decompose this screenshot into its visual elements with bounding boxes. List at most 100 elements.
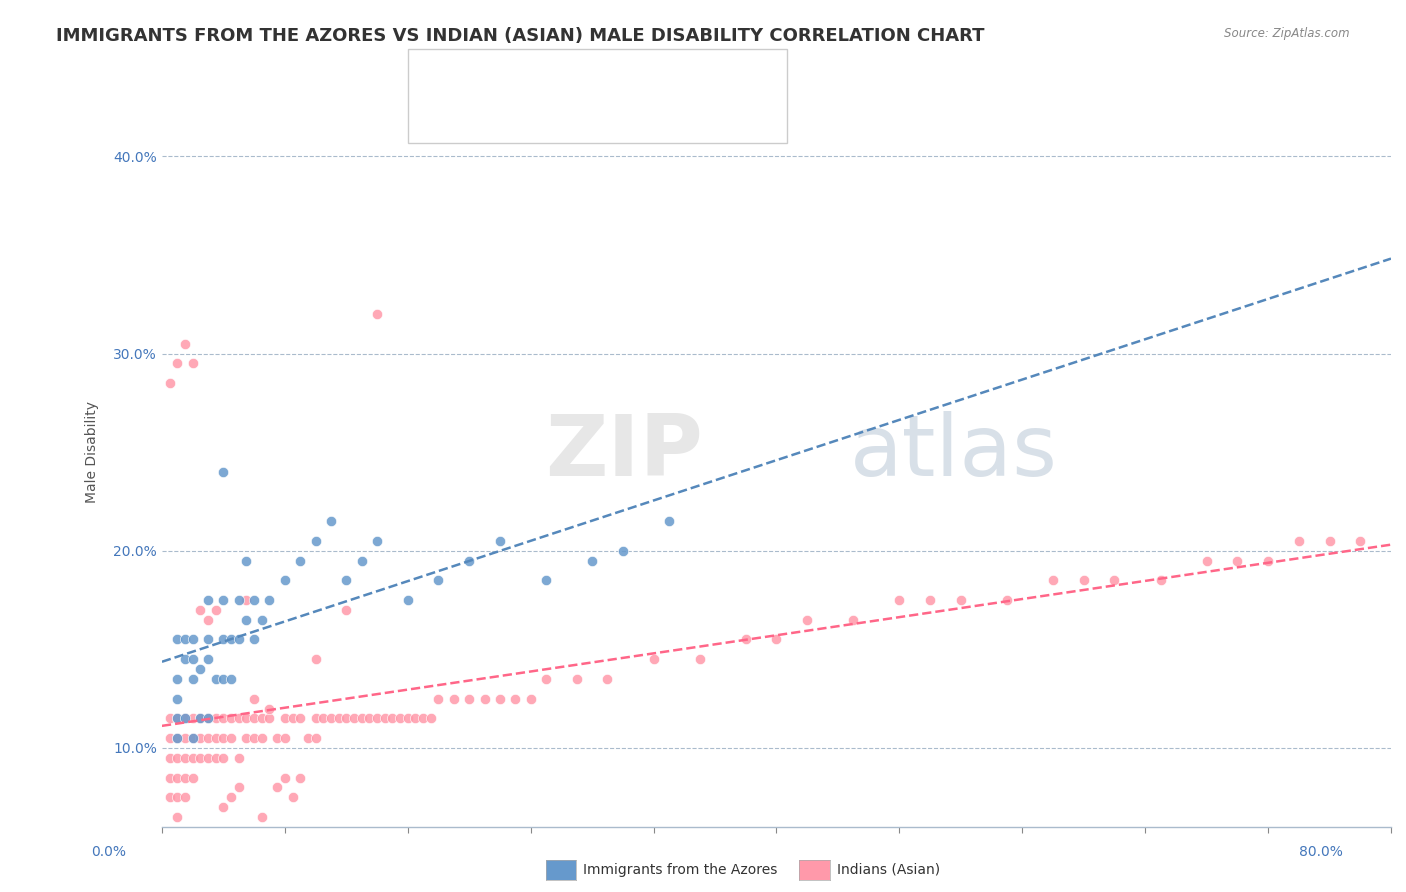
Point (266, 731, 288, 745)
Point (166, 711, 188, 725)
Point (1288, 533, 1310, 548)
Point (734, 632, 756, 647)
Point (1195, 553, 1218, 567)
Point (503, 691, 526, 706)
Point (765, 632, 787, 647)
Point (1042, 574, 1064, 588)
Text: ZIP: ZIP (546, 410, 703, 493)
Point (181, 751, 204, 765)
Point (181, 672, 204, 686)
Point (995, 593, 1018, 607)
Point (412, 711, 434, 725)
Point (842, 613, 865, 627)
Point (181, 771, 204, 785)
Point (228, 593, 250, 607)
Point (181, 356, 204, 370)
Point (489, 691, 512, 706)
Point (404, 711, 426, 725)
Point (212, 751, 235, 765)
Point (1319, 533, 1341, 548)
Point (197, 613, 219, 627)
Point (174, 751, 197, 765)
Point (197, 711, 219, 725)
Point (1104, 574, 1126, 588)
Point (366, 533, 388, 548)
Point (343, 711, 366, 725)
Point (188, 603, 211, 617)
Point (235, 593, 257, 607)
Point (174, 711, 197, 725)
Point (658, 514, 681, 528)
Point (427, 691, 450, 706)
Point (166, 731, 188, 745)
Point (204, 731, 226, 745)
Point (166, 751, 188, 765)
Point (889, 593, 911, 607)
Point (159, 790, 181, 805)
Point (374, 711, 396, 725)
Point (319, 514, 342, 528)
Point (243, 593, 266, 607)
Point (304, 731, 326, 745)
Point (304, 652, 326, 666)
Point (1073, 574, 1095, 588)
Point (204, 711, 226, 725)
Point (174, 790, 197, 805)
Point (274, 731, 297, 745)
Point (174, 711, 197, 725)
Point (219, 672, 242, 686)
Point (159, 711, 181, 725)
Point (159, 751, 181, 765)
Point (235, 553, 257, 567)
Point (159, 771, 181, 785)
Point (312, 711, 335, 725)
Y-axis label: Male Disability: Male Disability (86, 401, 100, 503)
Point (949, 593, 972, 607)
Point (243, 632, 266, 647)
Point (181, 652, 204, 666)
Point (319, 711, 342, 725)
Point (250, 711, 273, 725)
Point (197, 731, 219, 745)
Point (335, 574, 357, 588)
Point (204, 603, 226, 617)
Point (228, 711, 250, 725)
Point (166, 731, 188, 745)
Point (243, 711, 266, 725)
Point (197, 711, 219, 725)
Point (188, 662, 211, 676)
Point (381, 711, 404, 725)
Point (366, 711, 388, 725)
Point (219, 632, 242, 647)
Point (259, 701, 281, 715)
Point (489, 533, 512, 548)
Point (243, 731, 266, 745)
Point (174, 336, 197, 351)
Point (427, 574, 450, 588)
Point (335, 711, 357, 725)
Point (389, 711, 412, 725)
Point (443, 691, 465, 706)
Point (174, 652, 197, 666)
Point (259, 711, 281, 725)
Point (920, 593, 942, 607)
Point (596, 672, 619, 686)
Point (350, 711, 373, 725)
Point (159, 376, 181, 391)
Point (197, 751, 219, 765)
Text: Indians (Asian): Indians (Asian) (837, 863, 939, 877)
Point (281, 711, 304, 725)
Point (281, 790, 304, 805)
Text: 80.0%: 80.0% (1299, 845, 1343, 859)
Point (396, 711, 419, 725)
Point (519, 691, 541, 706)
Point (290, 553, 312, 567)
Point (235, 613, 257, 627)
Point (197, 593, 219, 607)
Text: Immigrants from the Azores: Immigrants from the Azores (583, 863, 778, 877)
Point (188, 731, 211, 745)
Point (581, 553, 603, 567)
Point (1149, 574, 1171, 588)
Point (228, 751, 250, 765)
Point (212, 672, 235, 686)
